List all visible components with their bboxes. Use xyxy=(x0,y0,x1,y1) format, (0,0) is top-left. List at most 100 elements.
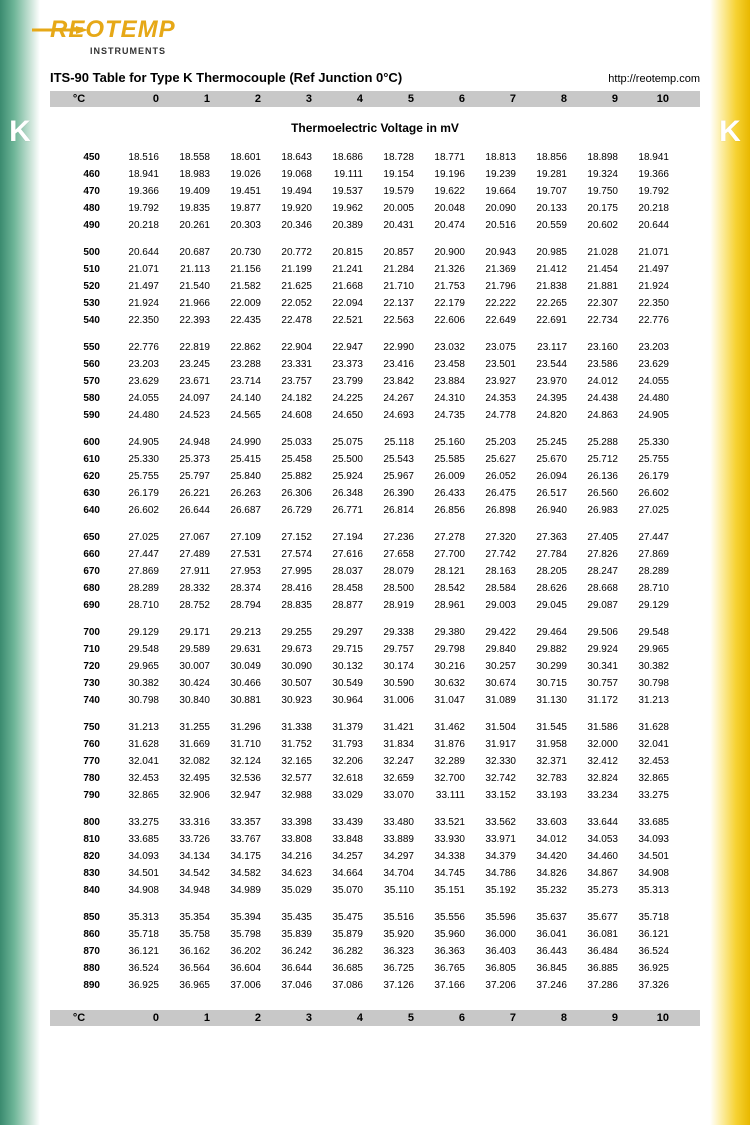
cell-value: 33.316 xyxy=(165,814,216,831)
right-color-banner: K xyxy=(710,0,750,1125)
cell-value: 34.664 xyxy=(318,865,369,882)
cell-value: 20.133 xyxy=(522,200,573,217)
cell-value: 27.911 xyxy=(165,563,216,580)
cell-value: 26.602 xyxy=(114,502,165,519)
cell-value: 23.501 xyxy=(471,356,522,373)
cell-value: 37.126 xyxy=(369,977,420,994)
cell-value: 23.970 xyxy=(522,373,573,390)
row-temp: 460 xyxy=(50,166,114,183)
cell-value: 35.394 xyxy=(216,909,267,926)
cell-value: 34.501 xyxy=(624,848,675,865)
row-temp: 860 xyxy=(50,926,114,943)
cell-value: 30.216 xyxy=(420,658,471,675)
block-gap xyxy=(50,899,700,909)
cell-value: 29.840 xyxy=(471,641,522,658)
cell-value: 23.160 xyxy=(573,339,624,356)
cell-value: 26.856 xyxy=(420,502,471,519)
cell-value: 27.784 xyxy=(522,546,573,563)
cell-value: 33.480 xyxy=(369,814,420,831)
cell-value: 36.725 xyxy=(369,960,420,977)
cell-value: 23.458 xyxy=(420,356,471,373)
table-row: 65027.02527.06727.10927.15227.19427.2362… xyxy=(50,529,700,546)
cell-value: 25.373 xyxy=(165,451,216,468)
table-row: 63026.17926.22126.26326.30626.34826.3902… xyxy=(50,485,700,502)
cell-value: 21.924 xyxy=(624,278,675,295)
cell-value: 35.313 xyxy=(114,909,165,926)
row-temp: 540 xyxy=(50,312,114,329)
table-row: 75031.21331.25531.29631.33831.37931.4213… xyxy=(50,719,700,736)
cell-value: 26.390 xyxy=(369,485,420,502)
cell-value: 23.884 xyxy=(420,373,471,390)
header-col: 8 xyxy=(522,93,573,105)
table-row: 48019.79219.83519.87719.92019.96220.0052… xyxy=(50,200,700,217)
cell-value: 22.179 xyxy=(420,295,471,312)
cell-value: 27.025 xyxy=(624,502,675,519)
header-unit: °C xyxy=(50,93,114,105)
cell-value: 26.348 xyxy=(318,485,369,502)
cell-value: 27.742 xyxy=(471,546,522,563)
table-row: 72029.96530.00730.04930.09030.13230.1743… xyxy=(50,658,700,675)
cell-value: 35.354 xyxy=(165,909,216,926)
cell-value: 29.631 xyxy=(216,641,267,658)
cell-value: 27.995 xyxy=(267,563,318,580)
cell-value: 26.560 xyxy=(573,485,624,502)
table-row: 62025.75525.79725.84025.88225.92425.9672… xyxy=(50,468,700,485)
cell-value: 31.130 xyxy=(522,692,573,709)
cell-value: 18.558 xyxy=(165,149,216,166)
cell-value: 34.582 xyxy=(216,865,267,882)
cell-value: 21.924 xyxy=(114,295,165,312)
cell-value: 30.881 xyxy=(216,692,267,709)
table-row: 51021.07121.11321.15621.19921.24121.2842… xyxy=(50,261,700,278)
cell-value: 37.286 xyxy=(573,977,624,994)
cell-value: 34.216 xyxy=(267,848,318,865)
cell-value: 34.420 xyxy=(522,848,573,865)
cell-value: 25.500 xyxy=(318,451,369,468)
cell-value: 29.965 xyxy=(624,641,675,658)
header-col: 6 xyxy=(420,1012,471,1024)
row-temp: 810 xyxy=(50,831,114,848)
cell-value: 26.136 xyxy=(573,468,624,485)
cell-value: 20.857 xyxy=(369,244,420,261)
cell-value: 33.111 xyxy=(420,787,471,804)
cell-value: 34.948 xyxy=(165,882,216,899)
table-row: 45018.51618.55818.60118.64318.68618.7281… xyxy=(50,149,700,166)
table-row: 81033.68533.72633.76733.80833.84833.8893… xyxy=(50,831,700,848)
cell-value: 19.664 xyxy=(471,183,522,200)
cell-value: 26.983 xyxy=(573,502,624,519)
cell-value: 22.862 xyxy=(216,339,267,356)
title-row: ITS-90 Table for Type K Thermocouple (Re… xyxy=(50,70,700,85)
cell-value: 21.284 xyxy=(369,261,420,278)
cell-value: 18.601 xyxy=(216,149,267,166)
cell-value: 34.093 xyxy=(624,831,675,848)
block-gap xyxy=(50,614,700,624)
cell-value: 34.053 xyxy=(573,831,624,848)
cell-value: 28.584 xyxy=(471,580,522,597)
cell-value: 32.206 xyxy=(318,753,369,770)
table-row: 55022.77622.81922.86222.90422.94722.9902… xyxy=(50,339,700,356)
cell-value: 19.281 xyxy=(522,166,573,183)
cell-value: 33.193 xyxy=(522,787,573,804)
cell-value: 21.710 xyxy=(369,278,420,295)
cell-value: 30.049 xyxy=(216,658,267,675)
block-gap xyxy=(50,709,700,719)
cell-value: 20.516 xyxy=(471,217,522,234)
cell-value: 32.041 xyxy=(114,753,165,770)
cell-value: 25.967 xyxy=(369,468,420,485)
table-row: 84034.90834.94834.98935.02935.07035.1103… xyxy=(50,882,700,899)
cell-value: 35.070 xyxy=(318,882,369,899)
table-row: 73030.38230.42430.46630.50730.54930.5903… xyxy=(50,675,700,692)
row-temp: 530 xyxy=(50,295,114,312)
cell-value: 24.055 xyxy=(624,373,675,390)
cell-value: 22.776 xyxy=(624,312,675,329)
cell-value: 31.793 xyxy=(318,736,369,753)
table-row: 70029.12929.17129.21329.25529.29729.3382… xyxy=(50,624,700,641)
cell-value: 19.920 xyxy=(267,200,318,217)
row-temp: 700 xyxy=(50,624,114,641)
cell-value: 20.559 xyxy=(522,217,573,234)
cell-value: 21.966 xyxy=(165,295,216,312)
cell-value: 23.629 xyxy=(624,356,675,373)
table-row: 83034.50134.54234.58234.62334.66434.7043… xyxy=(50,865,700,882)
cell-value: 24.182 xyxy=(267,390,318,407)
row-temp: 740 xyxy=(50,692,114,709)
cell-value: 31.628 xyxy=(624,719,675,736)
